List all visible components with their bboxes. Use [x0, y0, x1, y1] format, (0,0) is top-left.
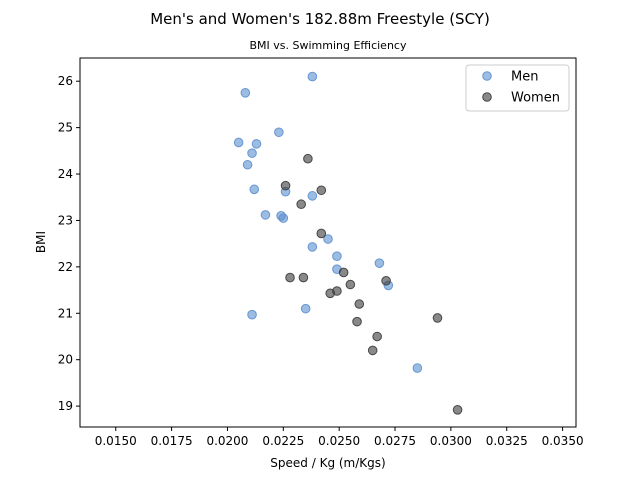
women-point	[316, 185, 327, 196]
women-point	[372, 331, 382, 342]
men-point	[247, 148, 257, 158]
chart-subtitle: BMI vs. Swimming Efficiency	[250, 39, 407, 52]
women-point	[352, 316, 362, 327]
x-axis-label: Speed / Kg (m/Kgs)	[270, 456, 385, 470]
y-tick-label: 20	[58, 353, 73, 367]
legend-marker-men	[482, 71, 492, 81]
x-tick-label: 0.0225	[262, 434, 304, 448]
y-tick-label: 25	[58, 121, 73, 135]
legend-label-men: Men	[511, 70, 538, 85]
chart-title: Men's and Women's 182.88m Freestyle (SCY…	[150, 10, 490, 28]
y-tick-label: 22	[58, 260, 73, 274]
women-point	[367, 345, 378, 356]
men-point	[260, 210, 271, 220]
x-tick-label: 0.0250	[318, 434, 360, 448]
women-point	[296, 199, 306, 210]
women-point	[452, 405, 463, 415]
women-point	[345, 279, 356, 290]
men-point	[240, 88, 251, 98]
women-point	[354, 299, 365, 309]
x-axis: 0.0150 0.0175 0.0200 0.0225 0.0250 0.0275 0.03…	[95, 427, 584, 448]
men-point	[323, 234, 333, 244]
men-point	[307, 71, 318, 82]
women-point	[303, 153, 313, 164]
x-tick-label: 0.0200	[206, 434, 248, 448]
women-point	[316, 228, 327, 239]
men-point	[233, 137, 244, 148]
men-point	[374, 258, 385, 268]
women-point	[298, 272, 309, 283]
men-point	[249, 184, 260, 195]
legend-marker-women	[482, 92, 492, 102]
men-point	[307, 242, 318, 252]
men-point	[278, 213, 289, 223]
men-point	[300, 303, 311, 314]
men-point	[251, 139, 262, 149]
x-tick-label: 0.0350	[542, 434, 584, 448]
men-point	[307, 191, 318, 201]
x-tick-label: 0.0150	[95, 434, 137, 448]
legend-label-women: Women	[511, 91, 560, 106]
plot-area-frame	[79, 57, 577, 428]
women-point	[285, 272, 295, 283]
men-point	[242, 159, 253, 170]
y-tick-label: 19	[58, 399, 73, 413]
women-point	[338, 267, 349, 278]
women-point	[280, 180, 291, 191]
points-layer	[233, 71, 463, 415]
y-tick-label: 24	[58, 167, 73, 181]
x-tick-label: 0.0175	[151, 434, 193, 448]
men-point	[274, 127, 284, 138]
x-tick-label: 0.0300	[430, 434, 472, 448]
x-tick-label: 0.0275	[374, 434, 416, 448]
y-tick-label: 21	[58, 306, 73, 320]
y-tick-label: 26	[58, 74, 73, 88]
y-tick-label: 23	[58, 213, 73, 227]
legend: Men Women	[465, 64, 570, 112]
y-axis: 19 20 21 22 23 24 25 26	[58, 74, 80, 413]
men-point	[412, 363, 423, 373]
women-point	[325, 288, 336, 299]
men-point	[332, 251, 342, 261]
women-point	[432, 313, 443, 323]
women-point	[381, 275, 391, 286]
y-axis-label: BMI	[34, 231, 48, 253]
x-tick-label: 0.0325	[486, 434, 528, 448]
men-point	[247, 309, 257, 320]
